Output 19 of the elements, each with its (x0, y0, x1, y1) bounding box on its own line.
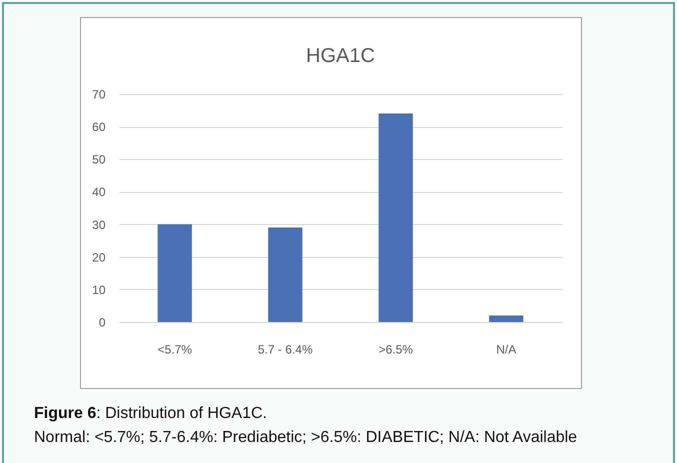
caption: Figure 6: Distribution of HGA1C. (34, 404, 268, 424)
y-tick-label: 70 (92, 88, 106, 102)
y-tick-label: 20 (92, 250, 106, 264)
chart-title: HGA1C (306, 45, 375, 67)
x-tick-label: N/A (496, 342, 516, 356)
text: Normal: <5.7%; 5.7-6.4%: Prediabetic; >6.5%: DIABETIC; N/A: Not Available (34, 428, 578, 448)
x-tick-label: 5.7 - 6.4% (258, 342, 313, 356)
y-tick-label: 10 (92, 282, 106, 297)
x-tick-label: >6.5% (378, 342, 414, 356)
y-tick-label: 40 (92, 185, 106, 200)
bar (268, 228, 302, 322)
y-tick-label: 50 (92, 152, 106, 167)
y-tick-label: 60 (92, 120, 106, 134)
bar (158, 224, 192, 322)
bar (489, 315, 524, 322)
bar (378, 114, 413, 322)
y-tick-label: 30 (92, 218, 106, 232)
y-tick-label: 0 (98, 316, 106, 330)
x-tick-label: <5.7% (158, 342, 192, 356)
